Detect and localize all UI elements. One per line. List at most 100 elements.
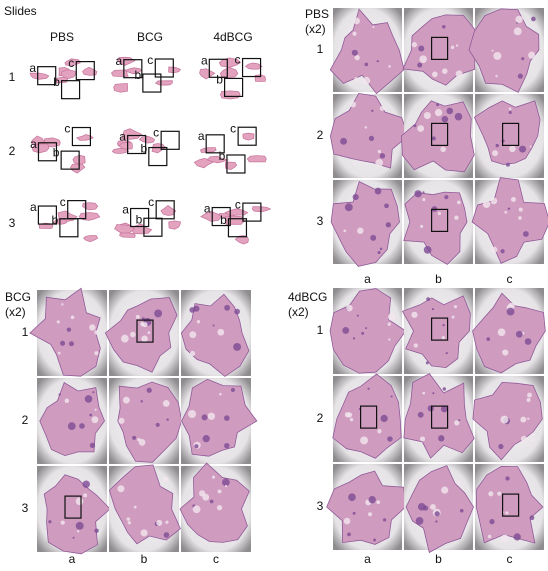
tissue-detail <box>505 476 510 481</box>
region-box <box>431 36 449 61</box>
tissue-detail <box>380 414 388 423</box>
tissue <box>472 292 546 374</box>
tissue-detail <box>442 25 446 29</box>
tissue-detail <box>132 435 137 440</box>
tissue-detail <box>450 45 455 50</box>
tissue-detail <box>417 411 424 418</box>
tissue-detail <box>441 115 449 123</box>
tissue-detail <box>162 400 170 407</box>
tissue-detail <box>455 70 463 78</box>
tissue-detail <box>212 324 215 327</box>
tissue-detail <box>385 222 392 228</box>
tissue-detail <box>495 143 499 148</box>
tissue-detail <box>457 200 461 205</box>
tissue-detail <box>530 433 535 437</box>
region-box <box>148 146 168 167</box>
tissue-detail <box>515 15 523 24</box>
tissue-detail <box>201 414 208 421</box>
tissue-detail <box>368 512 373 517</box>
slide-section <box>75 134 94 141</box>
tissue-detail <box>382 518 387 522</box>
region-box <box>130 207 150 228</box>
tissue-detail <box>411 311 418 318</box>
tissue-detail <box>523 231 529 237</box>
tissue-detail <box>422 191 425 194</box>
slide-section <box>168 220 182 230</box>
tissue-detail <box>413 343 419 348</box>
box-label: a <box>115 54 122 68</box>
tissue-detail <box>147 331 151 334</box>
box-label: b <box>52 213 59 227</box>
tissue-detail <box>222 478 230 487</box>
slide-section <box>123 67 142 75</box>
tissue-detail <box>486 337 491 341</box>
region-box <box>60 150 80 170</box>
tissue-detail <box>442 387 447 391</box>
tissue-detail <box>529 515 535 521</box>
tissue-detail <box>427 405 434 412</box>
box-label: c <box>64 122 70 136</box>
tissue-detail <box>350 101 357 108</box>
tissue-detail <box>89 442 96 449</box>
tissue-detail <box>154 309 163 318</box>
tissue-detail <box>379 247 383 251</box>
tissue-detail <box>489 518 495 525</box>
slide-section <box>220 90 241 100</box>
tissue-detail <box>379 105 385 111</box>
region-box <box>237 126 257 146</box>
tissue-detail <box>61 303 64 306</box>
row-label: 1 <box>317 42 324 56</box>
tissue-detail <box>425 361 429 365</box>
tissue-detail <box>346 304 353 312</box>
box-label: b <box>53 145 60 159</box>
tissue-detail <box>362 76 371 85</box>
slide-section <box>119 232 136 238</box>
tissue-detail <box>353 77 359 82</box>
tissue <box>471 177 548 264</box>
tissue-detail <box>209 499 214 504</box>
tissue-detail <box>487 534 492 539</box>
tissue-detail <box>454 112 463 121</box>
box-label: a <box>204 202 211 216</box>
region-box <box>502 493 520 517</box>
tissue-detail <box>497 328 506 337</box>
tissue-detail <box>426 297 431 302</box>
box-label: a <box>122 203 129 217</box>
region-box <box>226 154 246 174</box>
tissue-detail <box>126 517 131 521</box>
tissue-detail <box>230 387 236 393</box>
box-label: a <box>29 61 36 75</box>
box-label: c <box>230 121 236 135</box>
slide-section <box>121 128 143 140</box>
box-label: a <box>30 200 37 214</box>
tissue-detail <box>135 314 140 319</box>
tissue-detail <box>500 415 509 424</box>
region-box <box>431 208 449 232</box>
tissue-detail <box>510 196 516 202</box>
region-box <box>211 206 231 227</box>
box-label: c <box>60 195 66 209</box>
slide-section <box>82 235 99 243</box>
slide-section <box>244 62 263 70</box>
tissue-detail <box>58 393 61 396</box>
tissue-detail <box>207 412 216 420</box>
tissue-detail <box>364 126 368 129</box>
tissue-detail <box>387 436 393 442</box>
tissue-detail <box>520 435 528 442</box>
tissue-detail <box>352 511 356 515</box>
slide-section <box>70 163 86 174</box>
slide-section <box>242 132 255 141</box>
tissue-detail <box>419 55 427 63</box>
tissue-detail <box>509 145 516 153</box>
tissue-detail <box>76 530 80 533</box>
tissue-detail <box>431 308 435 311</box>
tissue-detail <box>384 203 389 209</box>
tissue-detail <box>340 137 348 145</box>
tissue <box>330 181 400 267</box>
tissue-detail <box>347 532 351 537</box>
column-label: b <box>435 552 442 566</box>
tissue <box>468 8 540 93</box>
region-box <box>227 218 248 238</box>
tissue-detail <box>520 416 527 423</box>
tissue-detail <box>524 338 532 345</box>
